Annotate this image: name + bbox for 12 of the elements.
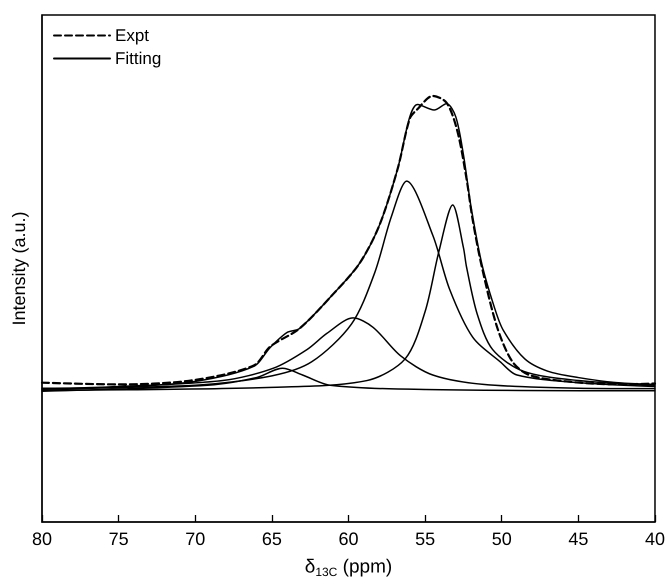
- x-tick-label: 75: [108, 529, 129, 549]
- legend-label: Expt: [115, 26, 150, 45]
- x-tick-label: 80: [32, 529, 52, 549]
- x-tick-label: 70: [185, 529, 206, 549]
- legend-label: Fitting: [115, 49, 162, 68]
- x-tick-label: 40: [644, 529, 666, 549]
- x-tick-label: 50: [492, 529, 512, 549]
- x-tick-label: 60: [338, 529, 359, 549]
- x-tick-label: 45: [568, 529, 588, 549]
- x-tick-label: 65: [262, 529, 282, 549]
- y-axis-title: Intensity (a.u.): [9, 211, 29, 326]
- x-tick-label: 55: [415, 529, 436, 549]
